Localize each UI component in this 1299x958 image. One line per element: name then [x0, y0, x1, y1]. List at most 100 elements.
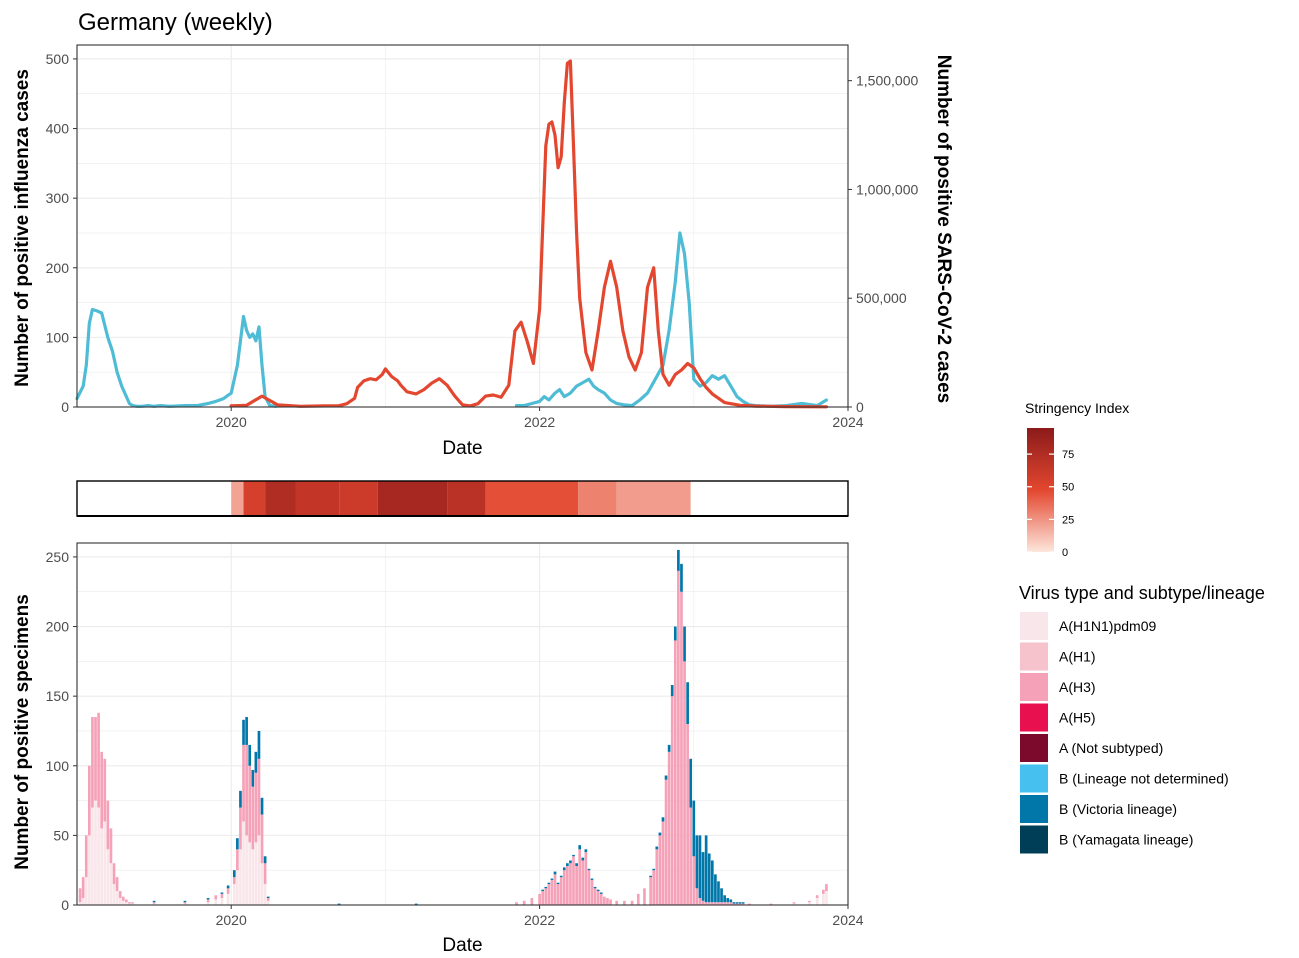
bar-b-victoria-lineage- [550, 878, 554, 880]
bar-a-h1n1-pdm09 [112, 884, 116, 905]
bar-a-h3- [735, 903, 739, 905]
bar-b-victoria-lineage- [683, 626, 686, 662]
bar-b-victoria-lineage- [569, 860, 572, 864]
bar-a-h3- [220, 893, 224, 899]
y-tick-label: 100 [46, 758, 70, 774]
bar-a-h1n1-pdm09 [825, 891, 828, 905]
bar-a-h3- [643, 888, 646, 905]
legend-key [1020, 703, 1048, 732]
bar-a-h3- [515, 902, 518, 905]
bar-b-victoria-lineage- [183, 900, 187, 903]
bar-a-h1n1-pdm09 [226, 893, 230, 905]
bar-a-h3- [94, 717, 97, 801]
bar-a-h3- [248, 765, 252, 843]
bar-a-h1n1-pdm09 [254, 842, 258, 905]
bar-a-h3- [115, 877, 119, 892]
bar-a-h3- [741, 903, 745, 905]
bar-a-h1n1-pdm09 [109, 863, 113, 905]
bar-b-victoria-lineage- [673, 626, 677, 641]
stringency-colorbar [1027, 428, 1054, 552]
bar-a-h3- [593, 888, 597, 905]
bar-b-victoria-lineage- [698, 835, 702, 899]
bar-a-h3- [131, 902, 134, 904]
bar-a-h3- [91, 717, 94, 808]
bar-a-h1n1-pdm09 [206, 902, 210, 905]
bar-b-victoria-lineage- [544, 886, 548, 889]
bar-a-h3- [254, 772, 258, 843]
colorbar-tick-label: 25 [1062, 514, 1074, 526]
bar-a-h3- [125, 899, 128, 903]
bar-a-h3- [128, 902, 131, 904]
x-tick-label: 2024 [832, 414, 863, 430]
sarscov2-series-line [229, 59, 829, 409]
bar-a-h3- [242, 744, 245, 822]
legend-label: B (Lineage not determined) [1059, 771, 1229, 787]
bar-a-h3- [266, 898, 270, 901]
bar-a-h3- [821, 889, 825, 894]
bar-a-h1n1-pdm09 [815, 898, 819, 905]
legend-key [1020, 795, 1048, 823]
legend-label: A(H1) [1059, 649, 1096, 665]
stringency-band [690, 481, 848, 516]
bar-a-h1n1-pdm09 [121, 900, 125, 905]
bar-a-h1n1-pdm09 [81, 898, 85, 905]
bar-b-victoria-lineage- [251, 769, 255, 787]
y-tick-label: 100 [46, 329, 70, 345]
bar-a-h3- [815, 895, 819, 899]
bar-a-h3- [677, 570, 680, 905]
bar-a-h1n1-pdm09 [236, 870, 239, 905]
bar-a-h1n1-pdm09 [260, 863, 264, 905]
bar-a-h1n1-pdm09 [131, 903, 134, 905]
bar-b-victoria-lineage- [547, 882, 551, 885]
stringency-band [377, 481, 448, 516]
bar-a-h3- [530, 898, 534, 905]
bar-b-victoria-lineage- [741, 902, 745, 904]
bar-a-h3- [239, 807, 242, 850]
bar-b-victoria-lineage- [263, 856, 267, 864]
y-tick-label: 400 [46, 121, 70, 137]
bottom-bar-panel: 0 50 100 150 200 250 2020 2022 2024 Date Number of… [12, 542, 864, 956]
bar-a-h1n1-pdm09 [183, 903, 187, 905]
legends: Stringency Index 0 25 50 75 Virus type and su… [1019, 400, 1265, 854]
bar-a-h3- [723, 902, 726, 905]
bar-a-h3- [206, 899, 210, 903]
bar-a-h3- [649, 877, 652, 905]
top-panel-border [76, 44, 849, 408]
y-tick-label: 200 [46, 260, 70, 276]
bar-a-h3- [701, 900, 705, 905]
bar-a-h3- [732, 903, 736, 905]
bar-a-h3- [118, 891, 122, 899]
bar-b-victoria-lineage- [593, 886, 597, 889]
bar-a-h3- [522, 900, 526, 905]
x-tick-label: 2022 [524, 912, 555, 928]
bar-a-h3- [547, 884, 551, 905]
bar-b-victoria-lineage- [701, 852, 705, 901]
stringency-band [339, 481, 378, 516]
legend-key [1020, 825, 1048, 854]
bar-b-victoria-lineage- [254, 751, 258, 773]
bar-a-h3- [717, 902, 720, 905]
bar-a-h1n1-pdm09 [106, 849, 110, 905]
bar-b-victoria-lineage- [735, 902, 739, 904]
y2-tick-label: 500,000 [856, 290, 907, 306]
legend-label: A(H1N1)pdm09 [1059, 618, 1156, 634]
bar-a-h3- [226, 888, 230, 894]
bar-a-h1n1-pdm09 [257, 835, 261, 905]
bar-a-h1n1-pdm09 [248, 842, 252, 905]
bar-b-victoria-lineage- [680, 563, 683, 592]
bar-b-victoria-lineage- [686, 682, 689, 724]
bar-a-h3- [581, 860, 585, 905]
bar-a-h3- [121, 896, 125, 901]
bar-b-victoria-lineage- [242, 719, 245, 745]
y2-tick-label: 1,000,000 [856, 181, 918, 197]
bar-a-h3- [214, 895, 218, 900]
bar-a-h1n1-pdm09 [88, 835, 91, 905]
legend-label: A (Not subtyped) [1059, 740, 1163, 756]
bar-a-h3- [562, 870, 566, 905]
legend-key [1020, 673, 1048, 701]
bar-a-h1n1-pdm09 [91, 807, 94, 905]
bar-b-victoria-lineage- [553, 871, 557, 875]
bar-a-h3- [84, 835, 88, 878]
y-tick-label: 500 [46, 51, 70, 67]
